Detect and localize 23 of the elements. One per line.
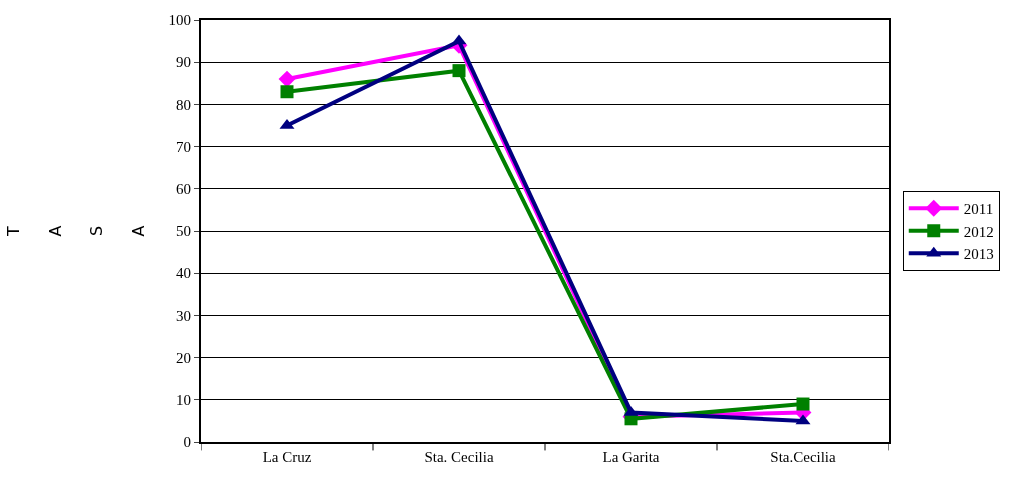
legend-label: 2013 (963, 246, 994, 263)
y-tick-label: 50 (176, 223, 191, 240)
x-tick-label: La Garita (602, 449, 660, 465)
y-tick-label: 0 (183, 434, 191, 451)
y-tick-label: 30 (176, 307, 191, 324)
y-tick-label: 70 (176, 138, 191, 155)
y-tick-label: 60 (176, 181, 191, 198)
x-tick-label: Sta.Cecilia (770, 449, 837, 465)
text: TASA (4, 225, 148, 237)
y-tick-label: 90 (176, 54, 191, 71)
x-tick-label: Sta. Cecilia (424, 449, 494, 465)
y-tick-label: 40 (176, 265, 191, 282)
point (796, 397, 810, 411)
y-tick-label: 100 (168, 12, 191, 29)
y-tick-label: 10 (176, 392, 191, 409)
y-tick-label: 20 (176, 349, 191, 366)
x-tick-label: La Cruz (262, 449, 312, 465)
legend-label: 2012 (963, 223, 994, 240)
y-tick-label: 80 (176, 96, 191, 113)
point (452, 64, 466, 78)
legend-label: 2011 (963, 201, 994, 218)
point (278, 70, 296, 88)
point (280, 85, 294, 99)
